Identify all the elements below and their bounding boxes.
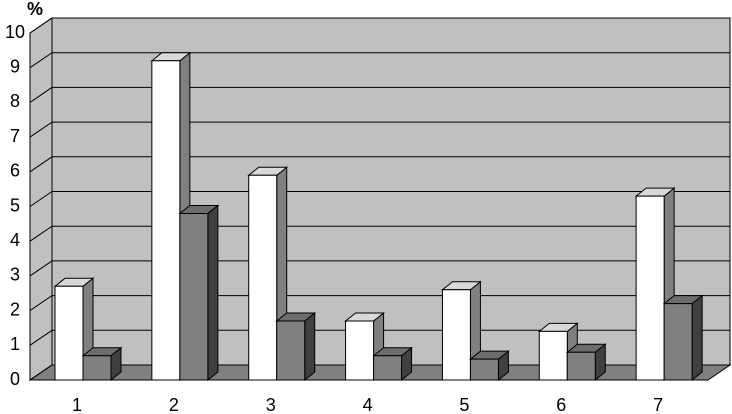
grid-line	[29, 86, 730, 103]
x-tick-label: 7	[653, 395, 663, 414]
y-tick-label: 6	[10, 161, 20, 181]
bar-front	[248, 174, 278, 381]
bar-front	[441, 289, 471, 381]
x-tick-label: 3	[266, 395, 276, 414]
bar-front	[373, 355, 403, 381]
x-tick-label: 4	[363, 395, 373, 414]
bar-front	[82, 355, 112, 381]
x-tick-label: 6	[556, 395, 566, 414]
y-tick-label: 9	[10, 56, 20, 76]
bar-front	[538, 330, 568, 381]
grid-line	[29, 260, 730, 277]
bar-side	[691, 294, 703, 382]
bar	[662, 294, 704, 382]
x-tick-label: 2	[169, 395, 179, 414]
bar-side	[207, 204, 219, 382]
bar	[469, 350, 510, 382]
bar	[372, 346, 413, 382]
bar	[178, 204, 220, 382]
bar-front	[276, 320, 306, 381]
y-tick-label: 4	[10, 230, 20, 250]
grid-line	[29, 156, 730, 173]
grid-line	[29, 329, 730, 346]
grid-line	[29, 17, 730, 34]
bar-front	[635, 195, 665, 381]
y-tick-label: 0	[10, 369, 20, 389]
y-tick-label: 8	[10, 91, 20, 111]
y-tick-label: 3	[10, 265, 20, 285]
bar-front	[179, 212, 209, 381]
grid-line	[29, 52, 730, 69]
bar	[81, 346, 123, 382]
bar-side	[304, 311, 316, 382]
bar-front	[54, 285, 84, 381]
bar-front	[566, 351, 596, 381]
grid-line	[29, 225, 730, 242]
bar-front	[151, 60, 181, 381]
y-tick-label: 10	[5, 22, 25, 42]
grid-line	[29, 295, 730, 312]
y-tick-label: 2	[10, 299, 20, 319]
bar	[565, 343, 607, 382]
bar-front	[469, 358, 499, 381]
y-axis-label: %	[27, 0, 43, 19]
y-tick-label: 7	[10, 126, 20, 146]
bar-front	[663, 303, 693, 381]
grid-line	[29, 121, 730, 138]
bar-front	[345, 320, 375, 381]
y-tick-label: 5	[10, 195, 20, 215]
grid-line	[29, 191, 730, 207]
x-tick-label: 1	[72, 395, 82, 414]
bar	[275, 311, 317, 382]
y-tick-label: 1	[10, 334, 20, 354]
x-tick-label: 5	[459, 395, 469, 414]
